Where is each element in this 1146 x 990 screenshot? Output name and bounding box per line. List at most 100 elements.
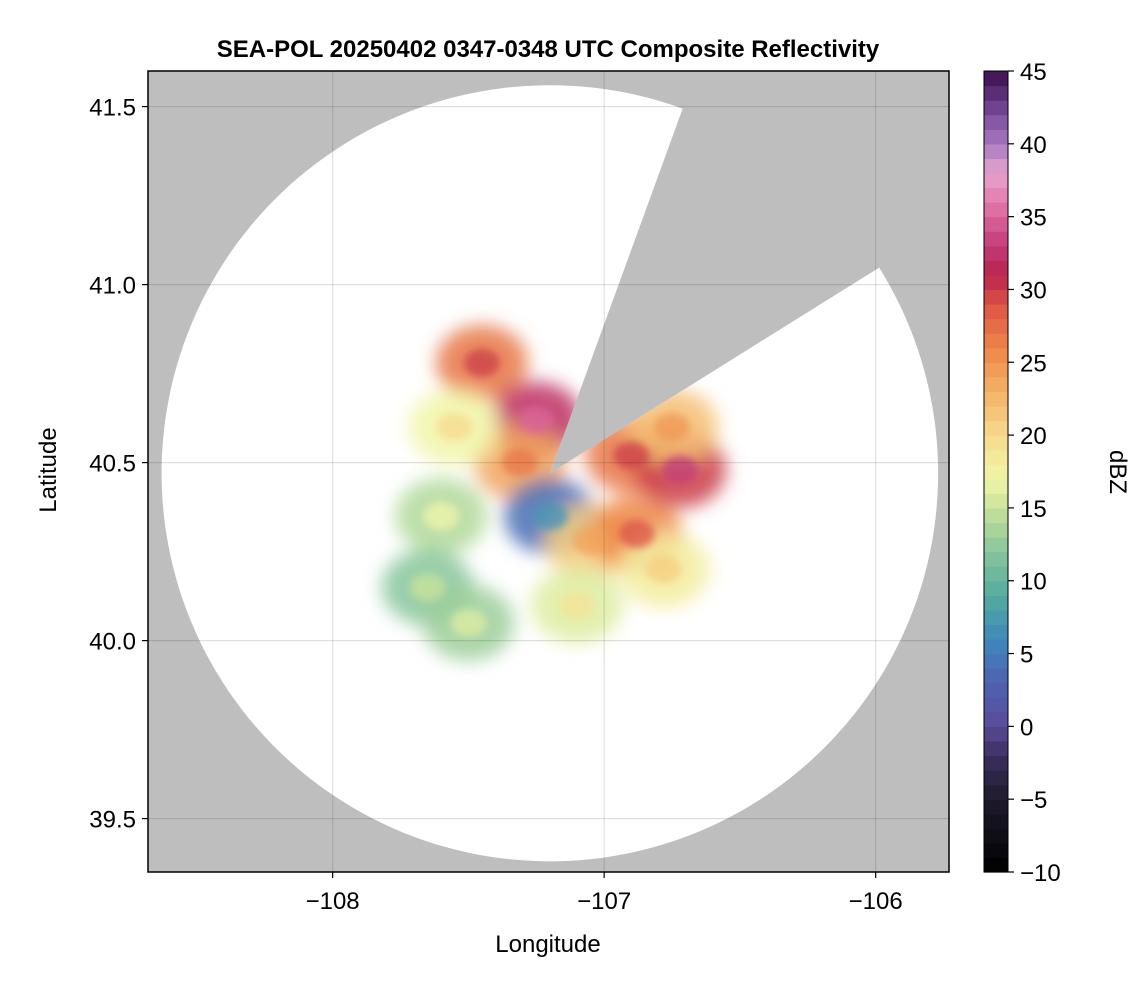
colorbar-bin: [984, 522, 1008, 538]
colorbar-bin: [984, 435, 1008, 451]
colorbar-bin: [984, 595, 1008, 611]
colorbar-bin: [984, 420, 1008, 436]
echo-core: [613, 441, 650, 470]
x-tick-label: −106: [849, 888, 903, 915]
x-tick-label: −107: [577, 888, 631, 915]
echo-core: [559, 591, 596, 619]
colorbar-frame: [983, 70, 1009, 873]
colorbar-bin: [984, 376, 1008, 392]
colorbar-bin: [984, 551, 1008, 567]
colorbar-bin: [984, 449, 1008, 465]
colorbar-bin: [984, 114, 1008, 130]
echo-core: [572, 526, 609, 555]
colorbar-bin: [984, 187, 1008, 203]
colorbar-bin: [984, 362, 1008, 378]
colorbar-bin: [984, 260, 1008, 276]
colorbar-bin: [984, 770, 1008, 786]
colorbar-bin: [984, 333, 1008, 349]
colorbar-bin: [984, 537, 1008, 553]
colorbar-bin: [984, 231, 1008, 247]
x-axis-label: Longitude: [495, 931, 600, 958]
colorbar-bin: [984, 755, 1008, 771]
colorbar-bin: [984, 216, 1008, 232]
colorbar-bin: [984, 478, 1008, 494]
plot-area: [148, 71, 949, 872]
colorbar-tick-label: 35: [1020, 205, 1047, 232]
colorbar-tick-label: 20: [1020, 423, 1047, 450]
colorbar-bin: [984, 100, 1008, 116]
y-tick-label: 41.0: [89, 273, 136, 300]
colorbar-tick-label: −5: [1020, 787, 1047, 814]
colorbar-bin: [984, 711, 1008, 727]
echo-core: [645, 555, 682, 584]
colorbar-bin: [984, 624, 1008, 640]
colorbar-bin: [984, 682, 1008, 698]
y-tick-label: 40.0: [89, 629, 136, 656]
echo-core: [450, 608, 487, 637]
colorbar-bin: [984, 740, 1008, 757]
colorbar-bin: [984, 289, 1008, 305]
colorbar-bin: [984, 347, 1008, 363]
colorbar-bin: [984, 391, 1008, 407]
echo-core: [531, 502, 568, 530]
y-tick-label: 40.5: [89, 451, 136, 478]
colorbar-tick-label: 5: [1020, 642, 1033, 669]
colorbar-bin: [984, 274, 1008, 291]
reflectivity-echoes: [381, 324, 727, 661]
colorbar-bin: [984, 405, 1008, 422]
echo-core: [463, 348, 500, 377]
chart-title: SEA-POL 20250402 0347-0348 UTC Composite…: [217, 36, 880, 63]
y-tick-label: 41.5: [89, 95, 136, 122]
colorbar: −10 −5 0 5 10 15 20 25 30 35 40 45: [983, 59, 1061, 887]
colorbar-bin: [984, 784, 1008, 800]
colorbar-tick-label: 30: [1020, 277, 1047, 304]
echo-core: [423, 502, 460, 530]
colorbar-bin: [984, 580, 1008, 596]
x-axis-ticks: −108 −107 −106: [306, 872, 903, 915]
echo-core: [618, 519, 655, 548]
colorbar-bin: [984, 668, 1008, 684]
grid-lines: [148, 71, 949, 872]
colorbar-tick-label: 15: [1020, 496, 1047, 523]
colorbar-bin: [984, 697, 1008, 713]
colorbar-bin: [984, 172, 1008, 189]
colorbar-bin: [984, 493, 1008, 509]
echo-core: [409, 573, 446, 602]
y-tick-label: 39.5: [89, 807, 136, 834]
colorbar-bin: [984, 857, 1008, 873]
colorbar-bin: [984, 828, 1008, 844]
echo-core: [436, 413, 473, 441]
x-tick-label: −108: [306, 888, 360, 915]
colorbar-bin: [984, 799, 1008, 815]
colorbar-bin: [984, 464, 1008, 480]
colorbar-bin: [984, 507, 1008, 524]
echo-core: [654, 413, 691, 441]
colorbar-tick-label: −10: [1020, 860, 1061, 887]
colorbar-bin: [984, 143, 1008, 159]
colorbar-tick-label: 10: [1020, 569, 1047, 596]
colorbar-bin: [984, 609, 1008, 626]
colorbar-tick-label: 45: [1020, 59, 1047, 86]
y-axis-ticks: 39.5 40.0 40.5 41.0 41.5: [89, 95, 148, 834]
colorbar-bin: [984, 726, 1008, 742]
colorbar-bin: [984, 245, 1008, 261]
colorbar-tick-label: 0: [1020, 714, 1033, 741]
colorbar-bin: [984, 842, 1008, 859]
colorbar-bin: [984, 71, 1008, 87]
plot-frame: [147, 70, 950, 873]
colorbar-bin: [984, 129, 1008, 145]
colorbar-bin: [984, 653, 1008, 669]
colorbar-bin: [984, 813, 1008, 829]
echo-core: [518, 405, 555, 434]
y-axis-label: Latitude: [35, 427, 62, 512]
colorbar-bin: [984, 304, 1008, 320]
colorbar-bin: [984, 566, 1008, 582]
echo-core: [662, 455, 699, 484]
colorbar-bin: [984, 318, 1008, 334]
colorbar-bin: [984, 158, 1008, 174]
colorbar-tick-label: 25: [1020, 350, 1047, 377]
colorbar-tick-label: 40: [1020, 132, 1047, 159]
echo-core: [501, 448, 538, 477]
colorbar-label: dBZ: [1104, 450, 1131, 494]
